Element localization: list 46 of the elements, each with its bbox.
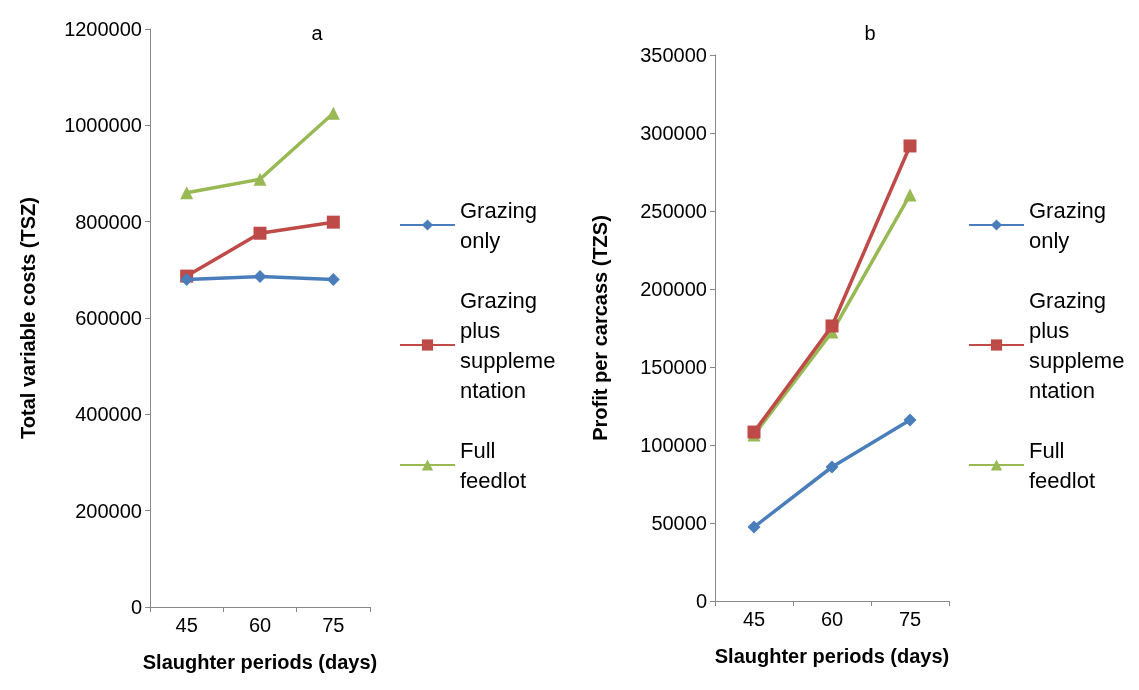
legend-label: Grazing plus supplementation xyxy=(460,287,556,403)
y-tick-label: 400000 xyxy=(75,403,142,426)
y-tick-label: 1000000 xyxy=(64,114,142,137)
y-tick-label: 100000 xyxy=(640,434,707,456)
x-axis-title: Slaughter periods (days) xyxy=(714,645,950,667)
point xyxy=(253,226,267,240)
y-tick-label: 800000 xyxy=(75,210,142,233)
x-tick-label: 60 xyxy=(820,608,844,630)
legend-label: Full feedlot xyxy=(1029,437,1096,493)
y-tick-label: 200000 xyxy=(640,278,707,300)
legend-label: Grazing only xyxy=(460,197,544,253)
y-tick-label: 50000 xyxy=(651,512,707,534)
point xyxy=(253,172,267,186)
chart-title: a xyxy=(311,22,324,44)
x-tick-label: 75 xyxy=(322,614,345,636)
y-tick-label: 600000 xyxy=(75,307,142,329)
y-tick-label: 0 xyxy=(695,590,707,612)
y-tick-label: 1200000 xyxy=(64,18,142,40)
y-tick-label: 300000 xyxy=(640,122,707,144)
point xyxy=(253,270,267,284)
point xyxy=(825,460,839,474)
point xyxy=(903,413,917,427)
y-axis-title: Profit per carcass (TZS) xyxy=(589,215,611,441)
x-axis-title: Slaughter periods (days) xyxy=(142,651,378,673)
point xyxy=(747,520,761,534)
point xyxy=(326,215,340,229)
point xyxy=(825,319,839,333)
y-axis-title: Total variable costs (TSZ) xyxy=(17,197,39,439)
legend-label: Grazing plus supplementation xyxy=(1029,287,1125,403)
y-tick-label: 350000 xyxy=(640,44,707,66)
y-tick-label: 150000 xyxy=(640,356,707,378)
point xyxy=(326,272,340,286)
y-tick-label: 200000 xyxy=(75,499,142,522)
x-tick-label: 45 xyxy=(175,614,198,636)
chart-title: b xyxy=(864,22,876,44)
point xyxy=(180,186,194,200)
x-tick-label: 45 xyxy=(742,608,766,630)
x-tick-label: 75 xyxy=(898,608,922,630)
legend-label: Grazing only xyxy=(1029,197,1113,253)
y-tick-label: 250000 xyxy=(640,200,707,222)
legend-label: Full feedlot xyxy=(460,437,527,493)
x-tick-label: 60 xyxy=(248,614,272,636)
point xyxy=(326,106,340,120)
point xyxy=(903,139,917,153)
y-tick-label: 0 xyxy=(130,596,142,618)
point xyxy=(903,188,917,202)
